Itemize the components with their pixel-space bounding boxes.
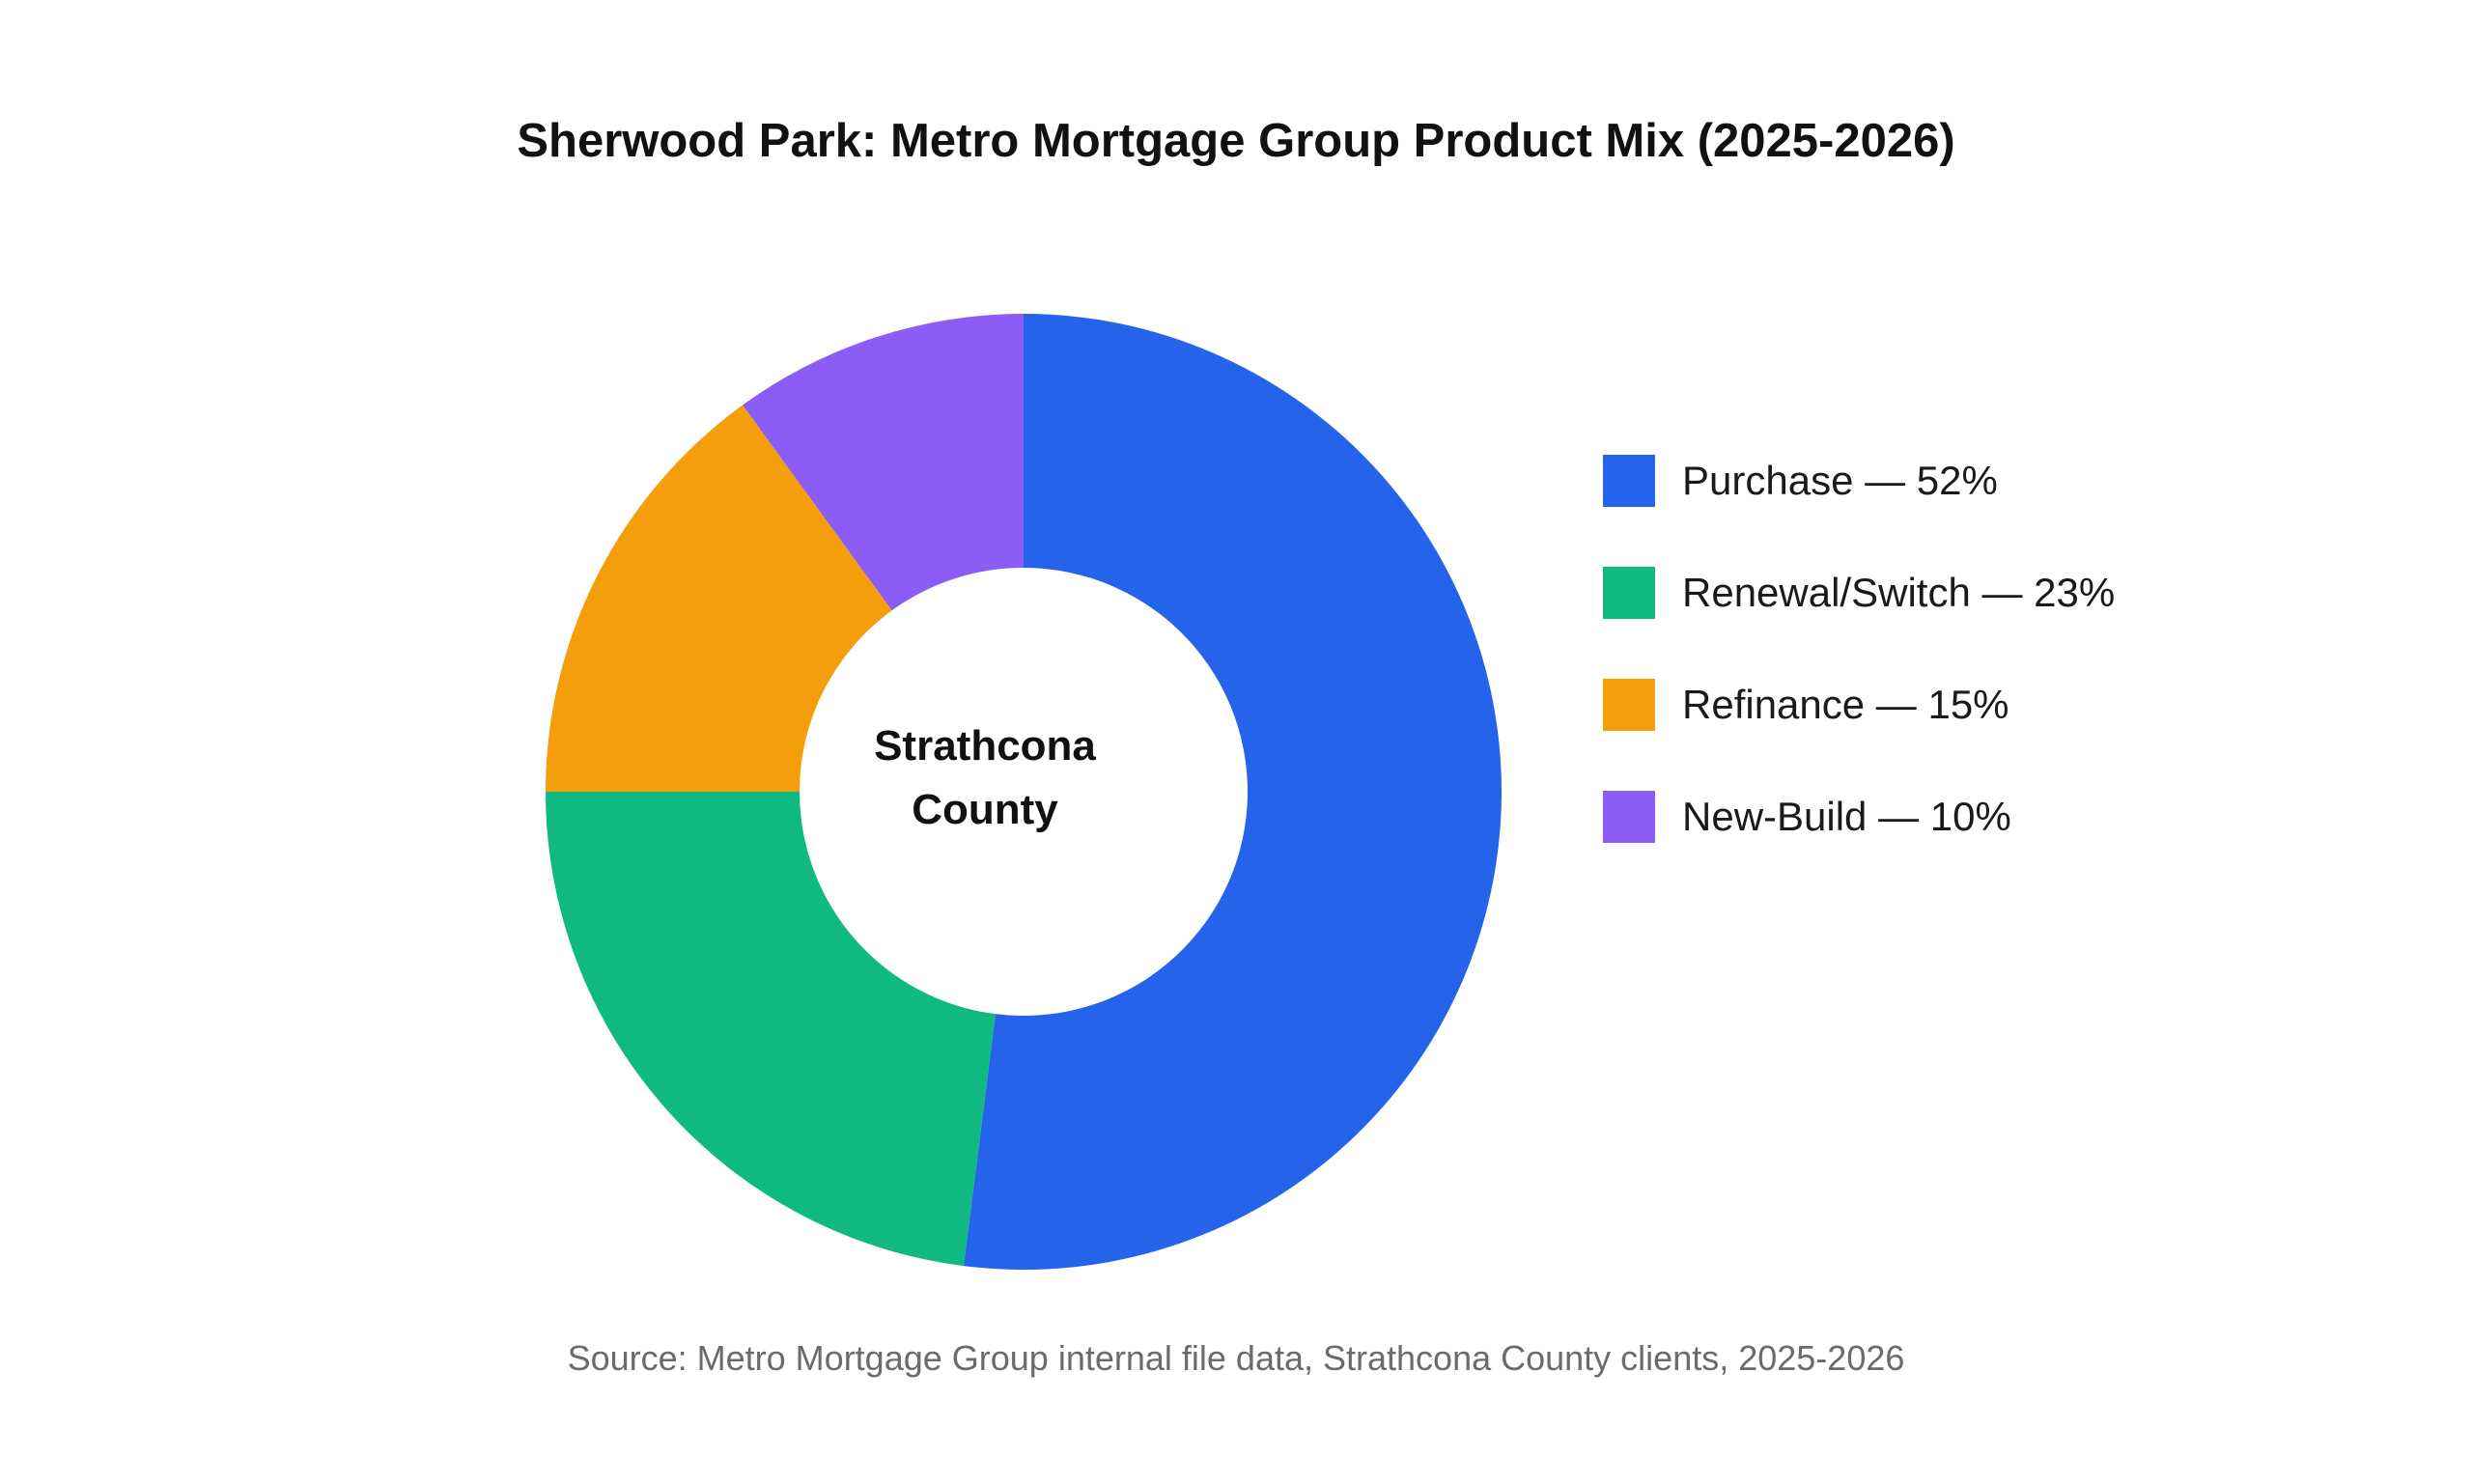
donut-slices bbox=[546, 314, 1502, 1270]
legend-label-renewal-switch: Renewal/Switch — 23% bbox=[1682, 570, 2116, 615]
legend-item-purchase[interactable]: Purchase — 52% bbox=[1603, 454, 2115, 508]
donut-slice-purchase[interactable] bbox=[963, 314, 1502, 1270]
legend-item-new-build[interactable]: New-Build — 10% bbox=[1603, 790, 2115, 844]
legend-item-renewal-switch[interactable]: Renewal/Switch — 23% bbox=[1603, 566, 2115, 620]
chart-title: Sherwood Park: Metro Mortgage Group Prod… bbox=[517, 115, 1955, 167]
center-label-line-2: County bbox=[912, 786, 1058, 833]
legend-label-new-build: New-Build — 10% bbox=[1682, 794, 2011, 839]
legend-swatch-refinance bbox=[1603, 679, 1655, 731]
legend-label-refinance: Refinance — 15% bbox=[1682, 682, 2009, 727]
donut-slice-new-build[interactable] bbox=[743, 314, 1024, 611]
donut-slice-refinance[interactable] bbox=[546, 405, 892, 792]
source-note: Source: Metro Mortgage Group internal fi… bbox=[567, 1338, 1905, 1378]
legend-swatch-purchase bbox=[1603, 455, 1655, 507]
legend-swatch-renewal-switch bbox=[1603, 567, 1655, 619]
center-label-line-1: Strathcona bbox=[874, 722, 1096, 770]
legend-item-refinance[interactable]: Refinance — 15% bbox=[1603, 678, 2115, 732]
legend-swatch-new-build bbox=[1603, 791, 1655, 843]
donut-center-label: Strathcona County bbox=[840, 714, 1130, 842]
legend: Purchase — 52% Renewal/Switch — 23% Refi… bbox=[1603, 454, 2115, 902]
legend-label-purchase: Purchase — 52% bbox=[1682, 458, 1998, 503]
donut-slice-renewal-switch[interactable] bbox=[546, 792, 996, 1267]
